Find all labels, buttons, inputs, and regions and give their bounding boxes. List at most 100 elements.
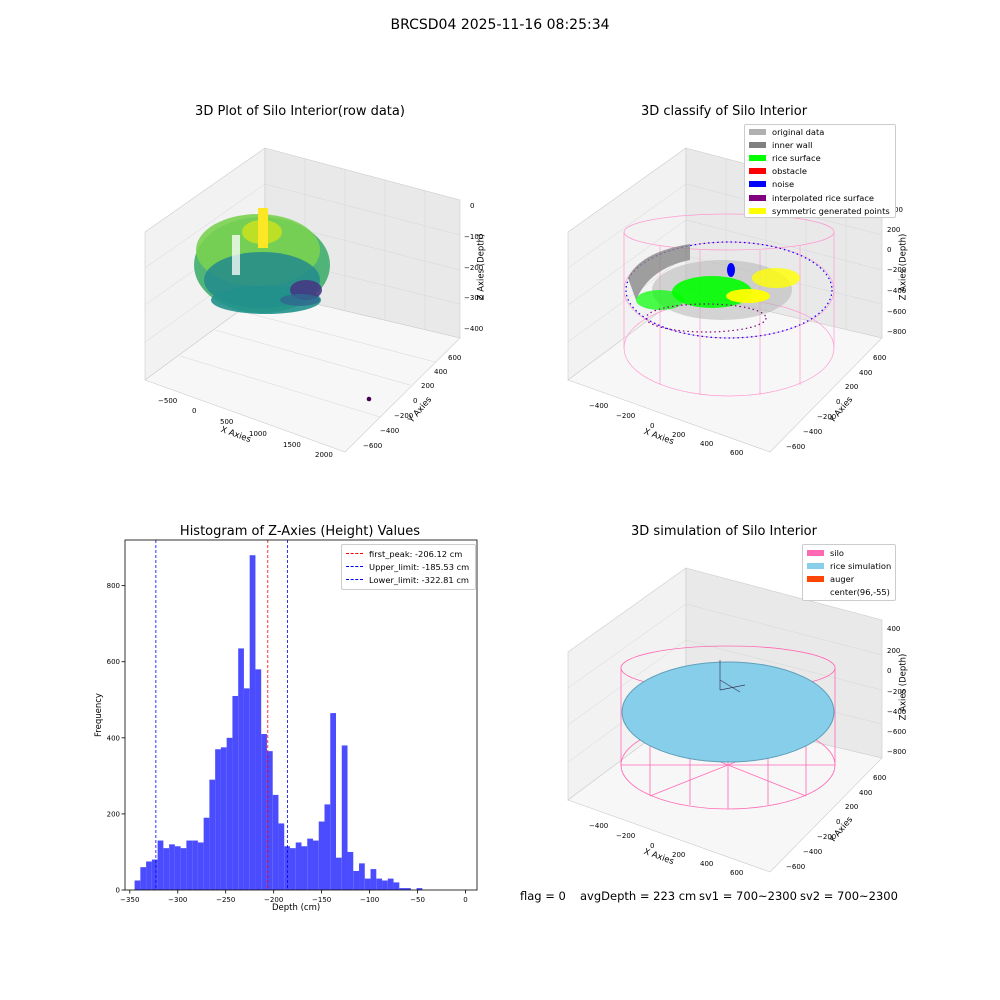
histogram-bar [146,861,152,890]
histogram-bar [278,823,285,890]
plot2-ytick: 0 [836,398,841,406]
plot1-ytick: 600 [448,354,462,362]
histogram-bar [186,840,193,890]
plot4-xtick: 0 [650,842,655,850]
histogram-xtick-label: −250 [216,896,235,904]
legend-swatch [749,128,766,135]
legend-item: center(96,-55) [803,586,895,599]
histogram-bar [203,817,210,890]
histogram-legend: first_peak: -206.12 cm Upper_limit: -185… [341,544,476,590]
plot2-silo-wireframe [623,213,835,397]
plot2-zlabel: Z Axies (Depth) [898,233,909,301]
legend-item: auger [803,572,895,585]
plot2-ztick: 200 [887,226,901,234]
plot4-ytick: 200 [845,803,859,811]
histogram-bar [301,846,308,890]
plot4-xtick: −400 [589,822,609,830]
plot2-ytick: 200 [845,383,859,391]
plot1-ytick: −600 [363,442,383,450]
plot1-point-cloud [194,208,330,314]
plot1-ytick: 0 [413,397,418,405]
histogram-bar [312,840,319,890]
histogram-bar [376,878,383,890]
plot2-xtick: −400 [589,402,609,410]
legend-item: silo [803,546,895,559]
plot4-ytick: −600 [786,863,806,871]
plot2-xtick: 0 [650,422,655,430]
plot1-xtick: 0 [192,407,197,415]
plot2-ztick: −800 [887,328,907,336]
plot2-xtick: 400 [700,440,714,448]
histogram-ytick-label: 0 [116,887,120,895]
plot1-zlabel: Z Axies (Depth) [476,233,487,301]
legend-label: center(96,-55) [830,587,890,598]
plot1-ytick: −200 [394,412,414,420]
plot1-xtick: 2000 [315,451,333,459]
plot2-ytick: −400 [803,428,823,436]
legend-label: first_peak: -206.12 cm [369,548,463,559]
plot4-ztick: −600 [887,728,907,736]
plot2-ztick: −400 [887,287,907,295]
legend-item: interpolated rice surface [745,191,895,204]
legend-swatch [807,549,824,556]
legend-label: auger [830,573,855,584]
legend-swatch [807,562,824,569]
plot1-ztick: −100 [464,233,484,241]
legend-label: inner wall [772,139,813,150]
legend-swatch [749,154,766,161]
histogram-ylabel: Frequency [93,693,104,737]
legend-label: obstacle [772,166,807,177]
histogram-bar [330,713,337,890]
plot2-ytick: −200 [817,413,837,421]
footer-sv2: sv2 = 700~2300 [800,889,898,903]
legend-label: interpolated rice surface [772,192,875,203]
histogram-bar [289,848,296,890]
histogram-bar [232,695,239,890]
histogram-ytick-label: 200 [107,810,120,818]
histogram-bar [359,863,365,890]
plot4-axes3d [567,567,883,873]
histogram-bar [134,880,141,890]
histogram-bar [405,888,411,890]
histogram-x-ticks: −350 −300 −250 −200 −150 −100 −50 0 [120,890,468,904]
histogram-bar [336,857,342,890]
plot4-ytick: −200 [817,833,837,841]
plot2-ytick: 400 [859,369,873,377]
histogram-bar [215,749,221,890]
legend-label: rice surface [772,152,821,163]
plot1-ytick: −400 [380,427,400,435]
plot2-ytick: 600 [873,354,887,362]
histogram-bar [324,804,331,890]
histogram-bar [243,688,250,890]
plot2-pane-floor [567,291,883,453]
histogram-axes: −350 −300 −250 −200 −150 −100 −50 0 0 200 400 600 8… [107,539,478,904]
legend-item: Lower_limit: -322.81 cm [342,573,475,586]
plot1-pane-floor [144,291,461,453]
legend-line [346,579,363,581]
plot1-outlier-point [366,396,372,402]
plot4-ytick: 600 [873,774,887,782]
histogram-bar [416,888,423,890]
plot4-ytick: 0 [836,818,841,826]
plot4-ztick: 200 [887,647,901,655]
plot1-axes3d [144,147,461,453]
footer-sv1: sv1 = 700~2300 [699,889,797,903]
histogram-bar [255,669,262,890]
histogram-bar [157,840,164,890]
plot4-ytick: 400 [859,789,873,797]
histogram-bar [284,846,290,890]
histogram-bar [226,737,233,890]
legend-line [346,553,363,555]
histogram-bar [197,842,204,890]
histogram-bar [266,751,273,890]
legend-label: Upper_limit: -185.53 cm [369,561,470,572]
plot4-auger [719,660,746,693]
plot1-ztick: −200 [464,264,484,272]
histogram-bar [341,745,348,890]
legend-swatch [749,194,766,201]
plot4-xtick: 200 [672,851,686,859]
plot4-ztick: 0 [887,667,892,675]
histogram-bar [238,648,244,890]
plot2-xtick: 600 [730,449,744,457]
